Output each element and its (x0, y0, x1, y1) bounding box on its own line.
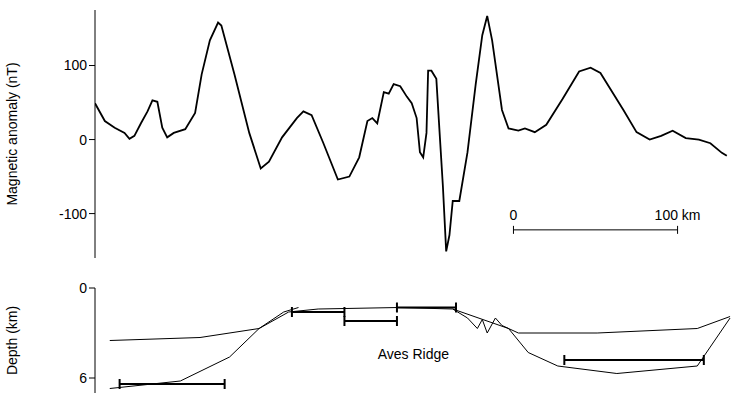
svg-text:Depth (km): Depth (km) (4, 306, 20, 375)
svg-text:-100: -100 (59, 206, 87, 222)
svg-text:100: 100 (64, 57, 88, 73)
svg-text:6: 6 (79, 370, 87, 386)
svg-text:Aves Ridge: Aves Ridge (378, 346, 450, 362)
svg-text:Magnetic anomaly (nT): Magnetic anomaly (nT) (4, 62, 20, 205)
svg-text:0: 0 (79, 132, 87, 148)
svg-text:100 km: 100 km (655, 207, 701, 223)
svg-text:0: 0 (510, 207, 518, 223)
svg-text:0: 0 (79, 280, 87, 296)
